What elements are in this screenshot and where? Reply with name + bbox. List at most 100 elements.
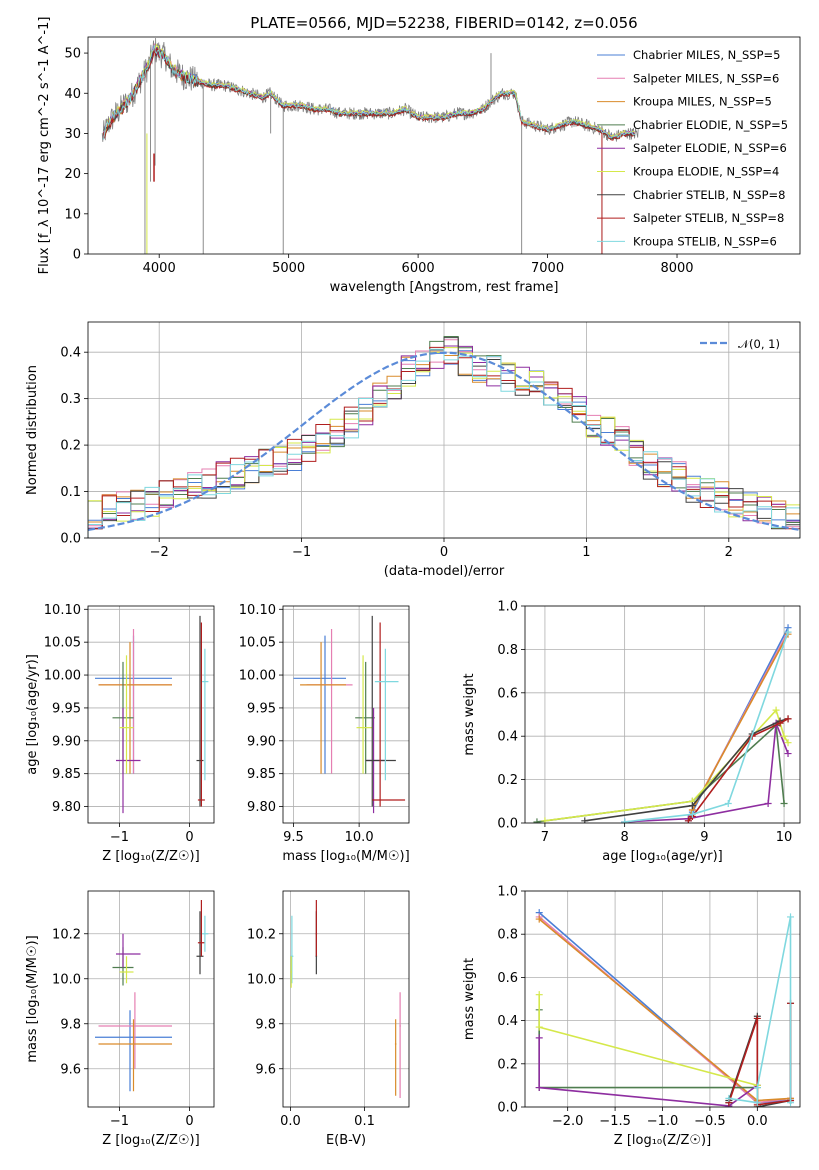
y-tick-label: 9.8	[255, 1017, 276, 1032]
weight-marker	[535, 1034, 543, 1042]
plot-area	[95, 615, 209, 814]
x-tick-label: 9	[700, 830, 708, 845]
chart-weight-vs-age: 7 8 9 10 0.0 0.2 0.4 0.6 0.8 1.0 age [log₁₀(age/yr…	[462, 600, 801, 864]
x-tick-label: 10	[776, 830, 793, 845]
y-tick-label: 0.0	[497, 817, 518, 832]
legend-label: Chabrier MILES, N_SSP=5	[633, 48, 780, 62]
plot-area	[290, 900, 401, 1098]
weight-marker	[684, 817, 692, 823]
y-tick-label: 0.0	[497, 1101, 518, 1116]
y-tick-label: 9.6	[255, 1062, 276, 1077]
y-tick-label: 9.80	[247, 800, 276, 815]
y-tick-label: 10.0	[52, 972, 81, 987]
x-tick-label: −1	[292, 545, 311, 560]
weight-marker	[780, 732, 788, 740]
weight-marker	[784, 739, 792, 747]
x-tick-label: 5000	[272, 261, 305, 276]
y-tick-label: 1.0	[497, 885, 518, 900]
weight-line-7	[687, 718, 789, 822]
normal-reference-curve	[88, 351, 800, 531]
legend-label: Chabrier ELODIE, N_SSP=5	[633, 118, 788, 132]
plot-frame	[282, 605, 410, 824]
y-axis-label: mass weight	[462, 958, 477, 1040]
y-tick-label: 9.90	[247, 734, 276, 749]
y-tick-label: 0.0	[60, 532, 81, 547]
x-axis-label: Z [log₁₀(Z/Z☉)]	[102, 1133, 199, 1148]
plot-area	[95, 900, 209, 1092]
plot-area	[88, 335, 800, 538]
y-tick-label: 10.00	[44, 669, 81, 684]
y-tick-label: 9.85	[247, 767, 276, 782]
weight-marker	[541, 817, 549, 823]
weight-marker	[535, 1084, 543, 1092]
chart-mass-vs-Z: −1 0 9.6 9.8 10.0 10.2 Z [log₁₀(Z/Z☉)] mass [lo…	[25, 890, 215, 1148]
legend-label: 𝒩(0, 1)	[738, 337, 780, 351]
x-axis-label: E(B-V)	[326, 1133, 366, 1148]
x-tick-label: 6000	[402, 261, 435, 276]
weight-marker	[753, 1084, 761, 1092]
x-tick-label: 0	[185, 830, 193, 845]
plot-frame	[87, 36, 801, 255]
chart-mass-vs-ebv: 0.0 0.1 9.6 9.8 10.0 10.2 E(B-V)	[247, 890, 410, 1148]
model-line-1	[103, 43, 635, 139]
y-axis-label: Normed distribution	[25, 365, 40, 495]
x-tick-label: −1	[110, 830, 129, 845]
x-tick-label: 10.0	[345, 830, 374, 845]
weight-marker	[776, 719, 784, 727]
y-tick-label: 0.1	[60, 485, 81, 500]
y-tick-label: 50	[64, 47, 81, 62]
x-tick-label: 8000	[660, 261, 693, 276]
legend-label: Salpeter MILES, N_SSP=6	[633, 71, 779, 85]
plot-frame	[524, 605, 801, 824]
x-tick-label: −0.5	[694, 1114, 726, 1129]
y-tick-label: 0.4	[60, 346, 81, 361]
y-tick-label: 1.0	[497, 600, 518, 615]
model-line-4	[103, 46, 635, 139]
chart-age-vs-Z: −1 0 9.80 9.85 9.90 9.95 10.00 10.05 10.10 Z [log…	[25, 603, 215, 864]
y-axis-label: mass weight	[462, 673, 477, 755]
x-axis-label: age [log₁₀(age/yr)]	[602, 849, 723, 864]
x-tick-label: −1	[110, 1114, 129, 1129]
y-tick-label: 0.2	[497, 1057, 518, 1072]
legend: 𝒩(0, 1)	[700, 337, 780, 351]
weight-marker	[621, 818, 629, 823]
x-tick-label: −2.0	[552, 1114, 584, 1129]
model-line-7	[103, 47, 636, 141]
chart-age-vs-mass: 9.5 10.0 9.80 9.85 9.90 9.95 10.00 10.05 10.10 ma…	[239, 603, 410, 864]
plot-area	[535, 909, 795, 1107]
model-line-8	[103, 45, 636, 140]
weight-marker	[725, 1094, 733, 1102]
x-axis-label: Z [log₁₀(Z/Z☉)]	[102, 849, 199, 864]
y-tick-label: 0	[73, 248, 81, 263]
weight-marker	[535, 991, 543, 999]
x-tick-label: 0	[185, 1114, 193, 1129]
y-axis-label: age [log₁₀(age/yr)]	[25, 654, 40, 775]
x-axis-label: (data-model)/error	[384, 564, 505, 579]
model-line-0	[103, 44, 636, 138]
x-axis-label: wavelength [Angstrom, rest frame]	[330, 280, 559, 295]
y-tick-label: 0.6	[497, 971, 518, 986]
legend-label: Kroupa MILES, N_SSP=5	[633, 95, 772, 109]
y-axis-label: Flux [f_λ 10^-17 erg cm^-2 s^-1 A^-1]	[37, 17, 52, 275]
chart-weight-vs-Z: −2.0 −1.5 −1.0 −0.5 0.0 0.0 0.2 0.4 0.6 0.8 1.0 Z […	[462, 885, 801, 1148]
y-tick-label: 20	[64, 167, 81, 182]
plot-frame	[87, 890, 215, 1108]
y-tick-label: 10.10	[44, 603, 81, 618]
y-tick-label: 10.00	[239, 669, 276, 684]
x-axis-label: Z [log₁₀(Z/Z☉)]	[614, 1133, 711, 1148]
y-tick-label: 10.2	[52, 927, 81, 942]
x-tick-label: 8	[620, 830, 628, 845]
weight-marker	[535, 1023, 543, 1031]
y-tick-label: 10.2	[247, 927, 276, 942]
y-tick-label: 0.3	[60, 392, 81, 407]
x-tick-label: 2	[725, 545, 733, 560]
weight-marker	[533, 818, 541, 823]
x-tick-label: 0	[440, 545, 448, 560]
y-axis-label: mass [log₁₀(M/M☉)]	[25, 935, 40, 1062]
plot-frame	[282, 890, 410, 1108]
weight-marker	[787, 1099, 795, 1107]
weight-marker	[753, 1014, 761, 1022]
legend-label: Salpeter ELODIE, N_SSP=6	[633, 141, 787, 155]
weight-marker	[581, 817, 589, 823]
x-tick-label: 0.1	[354, 1114, 375, 1129]
